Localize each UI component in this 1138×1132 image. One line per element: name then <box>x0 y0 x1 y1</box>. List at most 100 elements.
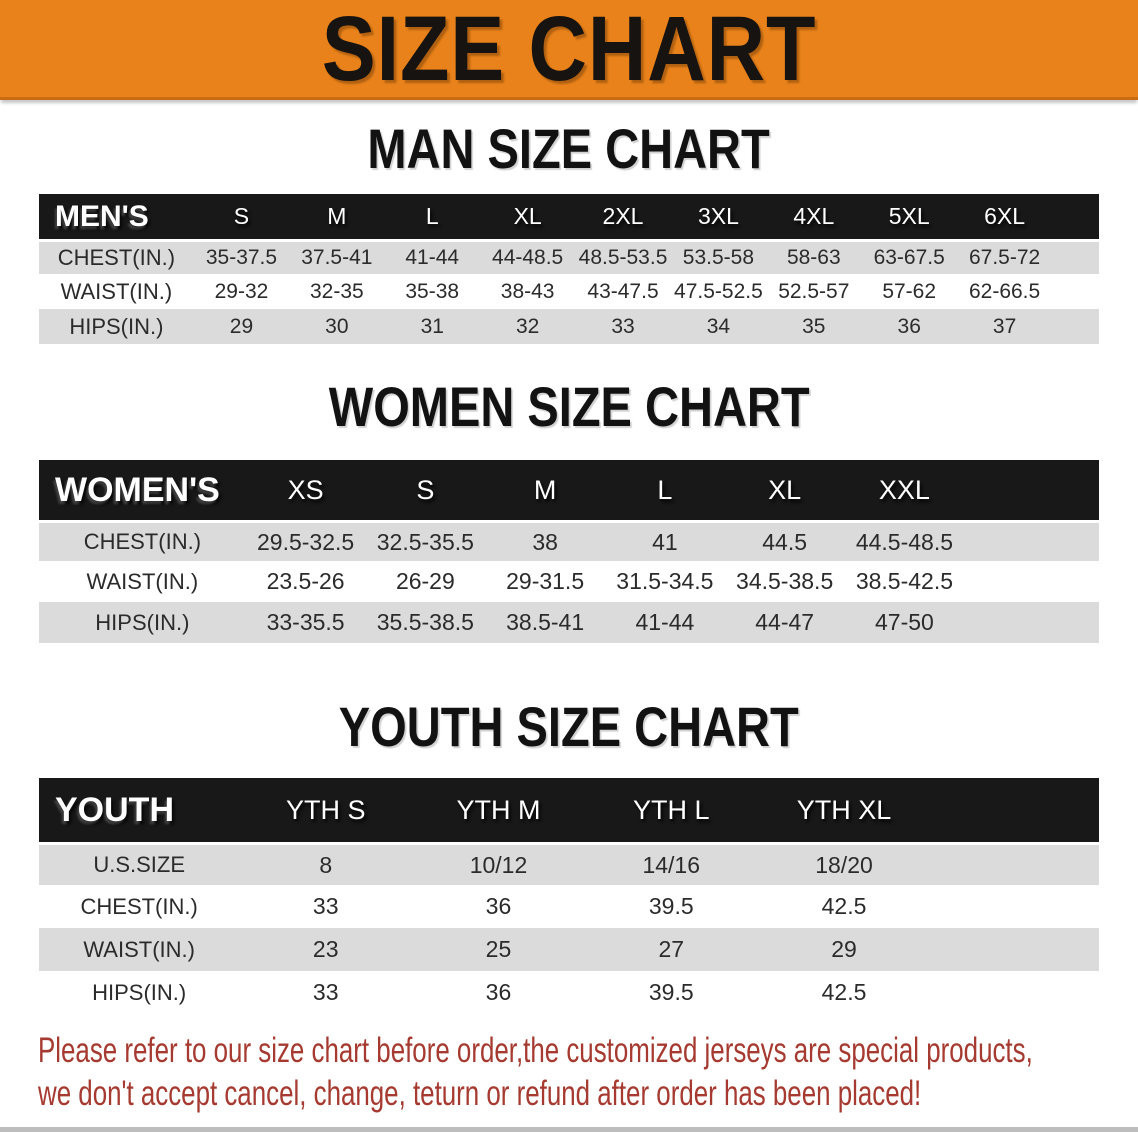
men-size-value-cell: 47.5-52.5 <box>674 279 763 303</box>
men-column-header: XL <box>513 203 542 229</box>
men-row-label: CHEST(IN.) <box>39 239 194 274</box>
women-size-value-cell: 34.5-38.5 <box>736 568 834 594</box>
youth-size-value-cell: 10/12 <box>412 842 585 885</box>
men-size-value-cell: 35-37.5 <box>193 239 290 274</box>
men-column-header: S <box>233 203 250 229</box>
youth-size-value-cell: 33 <box>312 979 339 1005</box>
youth-row-label: U.S.SIZE <box>39 842 240 885</box>
youth-row-label: HIPS(IN.) <box>92 979 187 1005</box>
men-size-value-cell: 37.5-41 <box>289 239 385 274</box>
women-section-heading: WOMEN SIZE CHART <box>0 379 1138 435</box>
women-table-header: WOMEN'S XS S M L XL XXL <box>39 460 1099 520</box>
youth-size-value-cell: 23 <box>312 936 339 962</box>
notice-line-2: we don't accept cancel, change, teturn o… <box>38 1074 922 1113</box>
women-corner-label: WOMEN'S <box>55 470 220 509</box>
women-size-value-cell: 33-35.5 <box>266 609 345 635</box>
men-size-value-cell: 44-48.5 <box>479 239 576 274</box>
men-size-value-cell: 67.5-72 <box>956 239 1053 274</box>
youth-section-heading: YOUTH SIZE CHART <box>0 699 1138 755</box>
women-size-value-cell: 38.5-41 <box>506 609 585 635</box>
men-size-value-cell: 34 <box>706 314 731 338</box>
men-corner-label: MEN'S <box>55 199 149 233</box>
youth-size-value-cell: 33 <box>312 893 339 919</box>
men-size-value-cell: 38-43 <box>500 279 555 303</box>
women-row-label: HIPS(IN.) <box>95 609 190 635</box>
men-size-value-cell: 58-63 <box>766 239 862 274</box>
women-row-label: WAIST(IN.) <box>86 568 199 594</box>
youth-table-row: HIPS(IN.) 33 36 39.5 42.5 <box>39 971 1099 1014</box>
men-column-header: 5XL <box>888 203 930 229</box>
men-column-header: 3XL <box>697 203 739 229</box>
youth-row-spacer <box>930 885 1099 928</box>
youth-size-value-cell: 29 <box>831 936 857 962</box>
men-size-value-cell: 29-32 <box>214 279 269 303</box>
youth-header-spacer <box>930 778 1099 842</box>
men-column-header: 4XL <box>793 203 835 229</box>
men-size-table: MEN'S S M L XL 2XL 3XL 4XL 5XL 6XL CHEST(IN.) 35-37… <box>39 194 1099 344</box>
men-size-chart-section: MAN SIZE CHART MEN'S S M L XL 2XL 3XL 4XL 5XL 6XL C… <box>0 121 1138 344</box>
youth-size-table: YOUTH YTH S YTH M YTH L YTH XL U.S.SIZE 8 10/12… <box>39 778 1099 1014</box>
size-chart-banner: SIZE CHART <box>0 0 1138 100</box>
women-size-value-cell: 29.5-32.5 <box>245 520 366 561</box>
women-size-value-cell: 31.5-34.5 <box>616 568 714 594</box>
men-size-value-cell: 57-62 <box>882 279 937 303</box>
women-row-spacer <box>964 561 1099 602</box>
notice-line-1: Please refer to our size chart before or… <box>38 1031 1033 1070</box>
women-column-header: XL <box>768 474 802 505</box>
youth-size-chart-section: YOUTH SIZE CHART YOUTH YTH S YTH M YTH L YTH … <box>0 699 1138 1014</box>
women-section-heading-text: WOMEN SIZE CHART <box>328 375 810 438</box>
men-table-body: CHEST(IN.) 35-37.5 37.5-41 41-44 44-48.5 48.5… <box>39 239 1099 344</box>
men-size-value-cell: 32 <box>515 314 540 338</box>
men-size-value-cell: 30 <box>325 314 349 338</box>
page-bottom-edge <box>0 1127 1138 1132</box>
men-row-spacer <box>1052 239 1099 274</box>
women-size-value-cell: 38.5-42.5 <box>855 568 954 594</box>
men-section-heading-text: MAN SIZE CHART <box>367 117 771 180</box>
men-table-header: MEN'S S M L XL 2XL 3XL 4XL 5XL 6XL <box>39 194 1099 239</box>
men-row-spacer <box>1052 274 1099 309</box>
women-size-table: WOMEN'S XS S M L XL XXL CHEST(IN.) 29.5-32.5 32.5… <box>39 460 1099 643</box>
women-row-spacer <box>964 520 1099 561</box>
women-size-value-cell: 41-44 <box>635 609 695 635</box>
youth-table-body: U.S.SIZE 8 10/12 14/16 18/20 CHEST(IN.) 33 36 39… <box>39 842 1099 1014</box>
youth-header-row: YOUTH YTH S YTH M YTH L YTH XL <box>39 778 1099 842</box>
women-size-value-cell: 29-31.5 <box>506 568 585 594</box>
men-size-value-cell: 32-35 <box>309 279 364 303</box>
youth-size-value-cell: 42.5 <box>821 979 867 1005</box>
men-column-header: 2XL <box>602 203 644 229</box>
men-size-value-cell: 43-47.5 <box>587 279 659 303</box>
women-table-row: HIPS(IN.) 33-35.5 35.5-38.5 38.5-41 41-44 44-… <box>39 602 1099 643</box>
men-section-heading: MAN SIZE CHART <box>0 121 1138 177</box>
men-row-label: HIPS(IN.) <box>69 313 164 339</box>
youth-size-value-cell: 36 <box>485 979 512 1005</box>
men-size-value-cell: 33 <box>611 314 635 338</box>
youth-row-label: WAIST(IN.) <box>83 936 195 962</box>
youth-row-spacer <box>930 971 1099 1014</box>
youth-table-row: U.S.SIZE 8 10/12 14/16 18/20 <box>39 842 1099 885</box>
youth-size-value-cell: 18/20 <box>757 842 931 885</box>
men-row-label: WAIST(IN.) <box>60 278 173 304</box>
youth-table-row: CHEST(IN.) 33 36 39.5 42.5 <box>39 885 1099 928</box>
men-size-value-cell: 36 <box>897 314 921 338</box>
men-table-row: HIPS(IN.) 29 30 31 32 33 34 35 36 37 <box>39 309 1099 344</box>
youth-size-value-cell: 42.5 <box>821 893 867 919</box>
women-size-value-cell: 44.5-48.5 <box>844 520 965 561</box>
men-table-row: WAIST(IN.) 29-32 32-35 35-38 38-43 43-47.5 47.… <box>39 274 1099 309</box>
youth-size-value-cell: 27 <box>658 936 685 962</box>
men-size-value-cell: 41-44 <box>384 239 480 274</box>
men-table-row: CHEST(IN.) 35-37.5 37.5-41 41-44 44-48.5 48.5… <box>39 239 1099 274</box>
youth-size-value-cell: 8 <box>239 842 413 885</box>
men-header-row: MEN'S S M L XL 2XL 3XL 4XL 5XL 6XL <box>39 194 1099 239</box>
youth-row-label: CHEST(IN.) <box>80 893 198 919</box>
youth-table-header: YOUTH YTH S YTH M YTH L YTH XL <box>39 778 1099 842</box>
youth-size-value-cell: 39.5 <box>648 893 694 919</box>
women-size-value-cell: 32.5-35.5 <box>365 520 486 561</box>
women-size-value-cell: 47-50 <box>875 609 934 635</box>
women-size-chart-section: WOMEN SIZE CHART WOMEN'S XS S M L XL XXL CHEST(I… <box>0 379 1138 643</box>
women-table-row: CHEST(IN.) 29.5-32.5 32.5-35.5 38 41 44.5 44.5… <box>39 520 1099 561</box>
women-header-spacer <box>964 460 1099 520</box>
order-notice: Please refer to our size chart before or… <box>0 1029 1138 1115</box>
men-column-header: L <box>425 203 439 229</box>
women-column-header: M <box>533 474 557 505</box>
women-table-body: CHEST(IN.) 29.5-32.5 32.5-35.5 38 41 44.5 44.5… <box>39 520 1099 643</box>
